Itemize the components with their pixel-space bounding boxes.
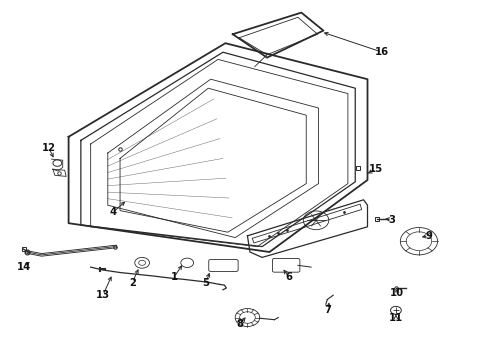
Text: 5: 5: [202, 278, 209, 288]
Text: 12: 12: [42, 143, 56, 153]
Text: 6: 6: [286, 272, 293, 282]
Text: 3: 3: [389, 215, 395, 225]
Text: 13: 13: [96, 290, 110, 300]
Text: 2: 2: [129, 278, 136, 288]
Text: 1: 1: [171, 272, 177, 282]
Text: 16: 16: [375, 47, 389, 57]
Text: 15: 15: [369, 164, 383, 174]
Text: 7: 7: [325, 305, 332, 315]
Text: 8: 8: [237, 319, 244, 329]
Text: 11: 11: [389, 312, 403, 323]
Text: 9: 9: [425, 231, 432, 241]
Text: 14: 14: [16, 262, 31, 272]
Text: 10: 10: [390, 288, 404, 298]
Text: 4: 4: [109, 207, 116, 217]
